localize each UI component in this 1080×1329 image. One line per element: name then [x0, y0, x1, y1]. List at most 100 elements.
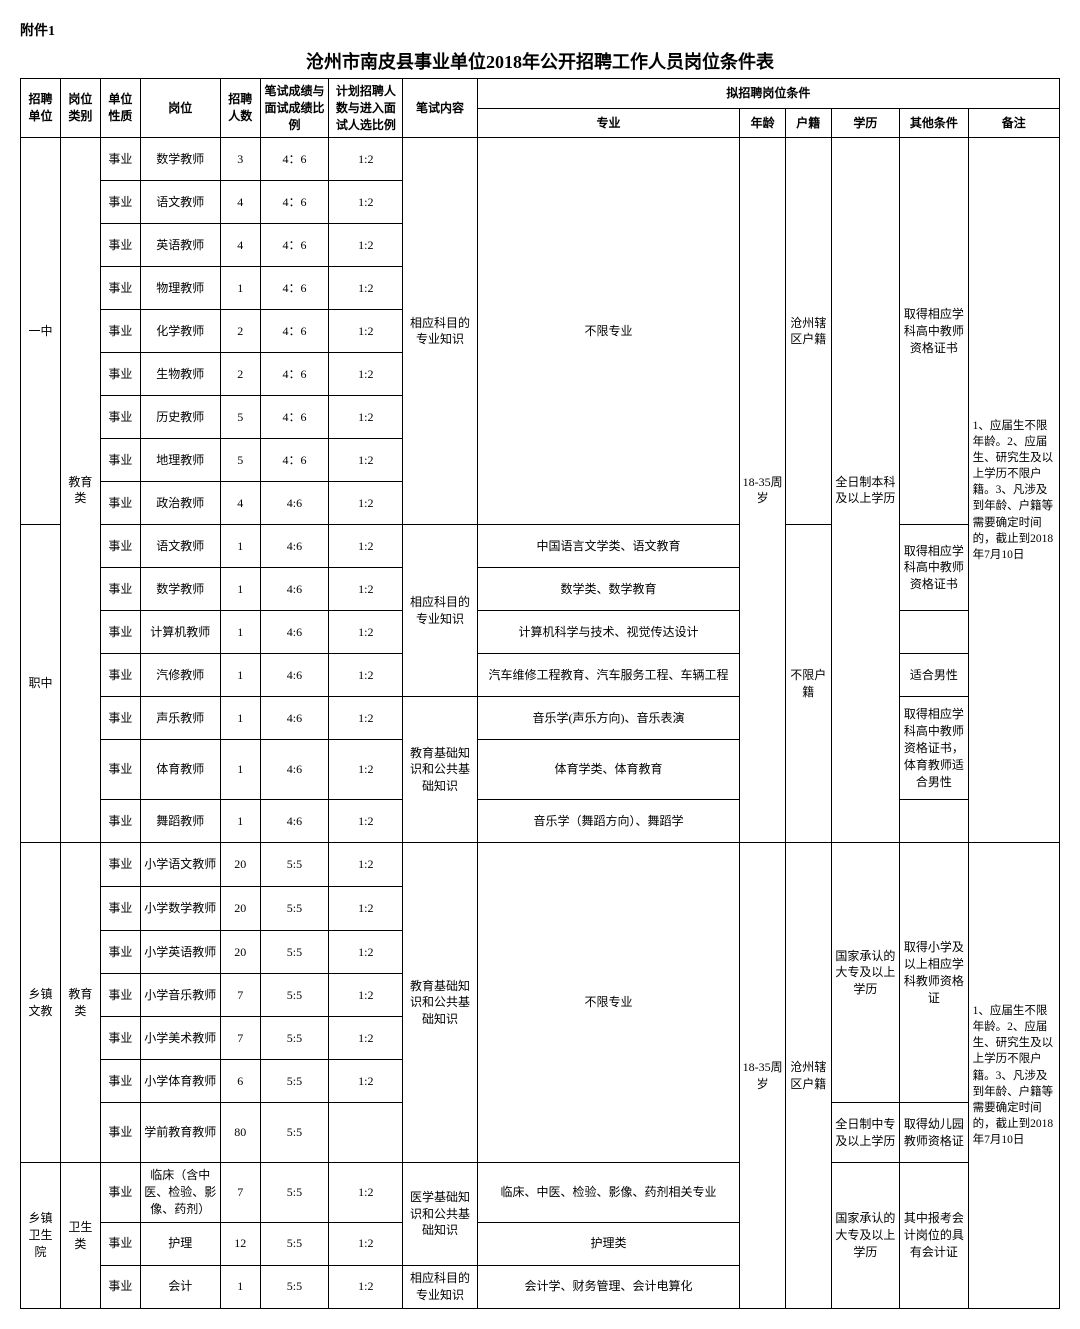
cell-unit: 职中 — [21, 525, 61, 843]
cell-position: 护理 — [140, 1222, 220, 1265]
cell-position: 语文教师 — [140, 525, 220, 568]
cell-nature: 事业 — [100, 138, 140, 181]
cell-nature: 事业 — [100, 931, 140, 974]
cell-count: 1 — [220, 1265, 260, 1308]
cell-position: 语文教师 — [140, 181, 220, 224]
cell-count: 1 — [220, 611, 260, 654]
cell-position: 数学教师 — [140, 138, 220, 181]
cell-exam: 相应科目的专业知识 — [403, 138, 477, 525]
cell-hukou: 不限户籍 — [785, 525, 831, 843]
cell-position: 小学数学教师 — [140, 887, 220, 931]
cell-count: 1 — [220, 568, 260, 611]
cell-ratio2: 1:2 — [329, 439, 403, 482]
cell-ratio2 — [329, 1103, 403, 1163]
cell-edu: 国家承认的大专及以上学历 — [831, 1163, 900, 1308]
cell-other: 取得相应学科高中教师资格证书 — [900, 525, 969, 611]
cell-ratio1: 4：6 — [260, 267, 329, 310]
cell-ratio2: 1:2 — [329, 697, 403, 740]
cell-ratio1: 4:6 — [260, 568, 329, 611]
cell-nature: 事业 — [100, 843, 140, 887]
cell-position: 物理教师 — [140, 267, 220, 310]
cell-nature: 事业 — [100, 568, 140, 611]
th-unit: 招聘单位 — [21, 79, 61, 138]
cell-ratio1: 4：6 — [260, 310, 329, 353]
cell-position: 小学英语教师 — [140, 931, 220, 974]
cell-other: 取得相应学科高中教师资格证书，体育教师适合男性 — [900, 697, 969, 800]
cell-count: 7 — [220, 974, 260, 1017]
cell-position: 化学教师 — [140, 310, 220, 353]
cell-ratio1: 4：6 — [260, 224, 329, 267]
cell-nature: 事业 — [100, 697, 140, 740]
cell-nature: 事业 — [100, 654, 140, 697]
cell-nature: 事业 — [100, 1103, 140, 1163]
cell-nature: 事业 — [100, 396, 140, 439]
cell-ratio2: 1:2 — [329, 1222, 403, 1265]
cell-nature: 事业 — [100, 181, 140, 224]
cell-age: 18-35周岁 — [740, 138, 786, 843]
cell-position: 声乐教师 — [140, 697, 220, 740]
cell-ratio2: 1:2 — [329, 931, 403, 974]
cell-ratio1: 5:5 — [260, 931, 329, 974]
cell-other: 其中报考会计岗位的具有会计证 — [900, 1163, 969, 1308]
cell-count: 2 — [220, 353, 260, 396]
cell-edu: 全日制本科及以上学历 — [831, 138, 900, 843]
cell-ratio2: 1:2 — [329, 138, 403, 181]
cell-edu: 全日制中专及以上学历 — [831, 1103, 900, 1163]
cell-ratio2: 1:2 — [329, 843, 403, 887]
cell-position: 数学教师 — [140, 568, 220, 611]
cell-position: 生物教师 — [140, 353, 220, 396]
cell-position: 舞蹈教师 — [140, 800, 220, 843]
cell-ratio2: 1:2 — [329, 181, 403, 224]
cell-nature: 事业 — [100, 800, 140, 843]
cell-position: 地理教师 — [140, 439, 220, 482]
cell-nature: 事业 — [100, 1163, 140, 1222]
cell-count: 1 — [220, 697, 260, 740]
cell-major: 汽车维修工程教育、汽车服务工程、车辆工程 — [477, 654, 740, 697]
cell-ratio2: 1:2 — [329, 654, 403, 697]
cell-ratio1: 5:5 — [260, 1222, 329, 1265]
cell-major: 中国语言文学类、语文教育 — [477, 525, 740, 568]
cell-ratio1: 4:6 — [260, 800, 329, 843]
cell-count: 1 — [220, 654, 260, 697]
cell-count: 20 — [220, 887, 260, 931]
cell-category: 卫生类 — [60, 1163, 100, 1308]
th-other: 其他条件 — [900, 108, 969, 138]
cell-position: 临床（含中医、检验、影像、药剂） — [140, 1163, 220, 1222]
cell-nature: 事业 — [100, 310, 140, 353]
cell-nature: 事业 — [100, 1222, 140, 1265]
cell-ratio2: 1:2 — [329, 1265, 403, 1308]
cell-ratio2: 1:2 — [329, 1060, 403, 1103]
cell-other: 取得小学及以上相应学科教师资格证 — [900, 843, 969, 1103]
cell-major: 数学类、数学教育 — [477, 568, 740, 611]
cell-unit: 一中 — [21, 138, 61, 525]
cell-nature: 事业 — [100, 525, 140, 568]
cell-nature: 事业 — [100, 974, 140, 1017]
cell-exam: 教育基础知识和公共基础知识 — [403, 843, 477, 1163]
cell-exam: 教育基础知识和公共基础知识 — [403, 697, 477, 843]
th-ratio2: 计划招聘人数与进入面试人选比例 — [329, 79, 403, 138]
cell-ratio2: 1:2 — [329, 396, 403, 439]
cell-other — [900, 800, 969, 843]
cell-major: 不限专业 — [477, 843, 740, 1163]
th-count: 招聘人数 — [220, 79, 260, 138]
cell-position: 计算机教师 — [140, 611, 220, 654]
th-position: 岗位 — [140, 79, 220, 138]
cell-ratio1: 4:6 — [260, 697, 329, 740]
cell-category: 教育类 — [60, 843, 100, 1163]
cell-count: 1 — [220, 267, 260, 310]
th-cond-group: 拟招聘岗位条件 — [477, 79, 1059, 109]
cell-count: 4 — [220, 181, 260, 224]
cell-ratio2: 1:2 — [329, 974, 403, 1017]
cell-unit: 乡镇卫生院 — [21, 1163, 61, 1308]
th-nature: 单位性质 — [100, 79, 140, 138]
cell-ratio1: 5:5 — [260, 974, 329, 1017]
cell-ratio1: 4:6 — [260, 654, 329, 697]
cell-position: 小学美术教师 — [140, 1017, 220, 1060]
cell-other — [900, 611, 969, 654]
cell-ratio1: 5:5 — [260, 843, 329, 887]
cell-ratio1: 4：6 — [260, 181, 329, 224]
cell-remark: 1、应届生不限年龄。2、应届生、研究生及以上学历不限户籍。3、凡涉及到年龄、户籍… — [968, 138, 1059, 843]
cell-major: 音乐学(声乐方向)、音乐表演 — [477, 697, 740, 740]
cell-ratio2: 1:2 — [329, 482, 403, 525]
cell-nature: 事业 — [100, 611, 140, 654]
